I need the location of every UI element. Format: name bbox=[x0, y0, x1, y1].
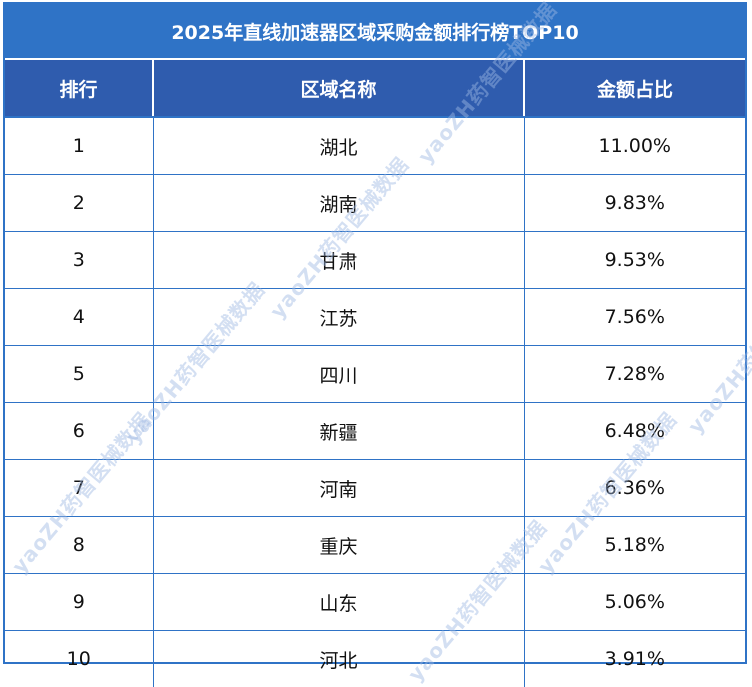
region-cell: 湖北 bbox=[153, 117, 524, 175]
region-cell: 河南 bbox=[153, 460, 524, 517]
rank-cell: 8 bbox=[5, 517, 153, 574]
region-cell: 山东 bbox=[153, 574, 524, 631]
table-row: 9 山东 5.06% bbox=[5, 574, 745, 631]
table-title: 2025年直线加速器区域采购金额排行榜TOP10 bbox=[5, 4, 745, 60]
share-cell: 5.18% bbox=[524, 517, 745, 574]
rank-cell: 6 bbox=[5, 403, 153, 460]
rank-cell: 1 bbox=[5, 117, 153, 175]
column-header-rank: 排行 bbox=[5, 60, 153, 117]
rank-cell: 4 bbox=[5, 289, 153, 346]
region-cell: 新疆 bbox=[153, 403, 524, 460]
rank-cell: 9 bbox=[5, 574, 153, 631]
region-cell: 江苏 bbox=[153, 289, 524, 346]
table-row: 3 甘肃 9.53% bbox=[5, 232, 745, 289]
region-cell: 甘肃 bbox=[153, 232, 524, 289]
table-row: 7 河南 6.36% bbox=[5, 460, 745, 517]
table-header-row: 排行 区域名称 金额占比 bbox=[5, 60, 745, 117]
rank-cell: 7 bbox=[5, 460, 153, 517]
share-cell: 6.48% bbox=[524, 403, 745, 460]
column-header-region: 区域名称 bbox=[153, 60, 524, 117]
share-cell: 7.56% bbox=[524, 289, 745, 346]
table-row: 2 湖南 9.83% bbox=[5, 175, 745, 232]
column-header-share: 金额占比 bbox=[524, 60, 745, 117]
region-cell: 河北 bbox=[153, 631, 524, 687]
table-row: 10 河北 3.91% bbox=[5, 631, 745, 687]
rank-cell: 3 bbox=[5, 232, 153, 289]
ranking-table: 排行 区域名称 金额占比 1 湖北 11.00% 2 湖南 9.83% 3 甘肃… bbox=[5, 60, 745, 687]
table-row: 1 湖北 11.00% bbox=[5, 117, 745, 175]
table-row: 4 江苏 7.56% bbox=[5, 289, 745, 346]
region-cell: 重庆 bbox=[153, 517, 524, 574]
share-cell: 3.91% bbox=[524, 631, 745, 687]
ranking-table-container: 2025年直线加速器区域采购金额排行榜TOP10 排行 区域名称 金额占比 1 … bbox=[3, 2, 747, 664]
table-row: 8 重庆 5.18% bbox=[5, 517, 745, 574]
share-cell: 7.28% bbox=[524, 346, 745, 403]
rank-cell: 5 bbox=[5, 346, 153, 403]
region-cell: 湖南 bbox=[153, 175, 524, 232]
share-cell: 5.06% bbox=[524, 574, 745, 631]
table-row: 6 新疆 6.48% bbox=[5, 403, 745, 460]
share-cell: 9.83% bbox=[524, 175, 745, 232]
rank-cell: 2 bbox=[5, 175, 153, 232]
share-cell: 11.00% bbox=[524, 117, 745, 175]
region-cell: 四川 bbox=[153, 346, 524, 403]
table-row: 5 四川 7.28% bbox=[5, 346, 745, 403]
share-cell: 9.53% bbox=[524, 232, 745, 289]
rank-cell: 10 bbox=[5, 631, 153, 687]
share-cell: 6.36% bbox=[524, 460, 745, 517]
